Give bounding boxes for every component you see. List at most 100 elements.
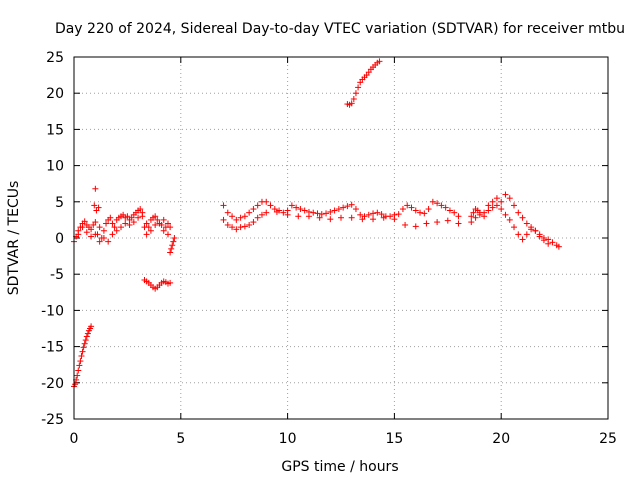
data-point <box>549 239 556 246</box>
data-point <box>472 214 479 221</box>
data-point <box>519 214 526 221</box>
data-point <box>81 218 88 225</box>
data-point <box>502 191 509 198</box>
data-point <box>241 223 248 230</box>
data-point <box>171 235 178 241</box>
data-point <box>164 231 171 238</box>
data-point <box>357 211 364 218</box>
data-point <box>254 214 261 221</box>
data-point <box>75 367 82 374</box>
data-point <box>391 216 398 223</box>
data-point <box>429 198 436 205</box>
data-point <box>301 207 308 214</box>
data-point <box>122 220 129 227</box>
data-point <box>263 209 270 216</box>
y-tick-labels: 25 20 15 10 5 0 -5 -10 -15 -20 -25 <box>41 50 64 428</box>
data-point <box>470 209 477 216</box>
data-point <box>489 204 496 211</box>
data-point <box>88 226 95 233</box>
data-point <box>532 227 539 234</box>
data-point <box>81 340 88 347</box>
data-point <box>338 214 344 221</box>
data-point <box>378 211 385 218</box>
data-point <box>258 211 265 218</box>
data-point <box>374 209 381 216</box>
data-point <box>164 220 171 227</box>
data-point <box>434 200 441 207</box>
data-point <box>105 238 112 245</box>
data-point <box>442 204 449 211</box>
data-point <box>404 202 411 209</box>
data-point <box>229 224 236 231</box>
data-point <box>233 216 240 223</box>
data-point <box>92 185 99 192</box>
data-point <box>72 381 79 388</box>
data-point <box>167 249 174 256</box>
data-point <box>224 209 231 216</box>
series-early-band-lower <box>75 213 171 245</box>
data-point <box>318 211 325 218</box>
data-point <box>310 209 317 216</box>
data-point <box>91 202 98 209</box>
series-main-band <box>220 198 462 223</box>
data-point <box>170 238 177 245</box>
y-tick-label: 0 <box>55 231 64 247</box>
data-point <box>485 202 492 209</box>
data-point <box>250 219 257 226</box>
series-late-band-lower <box>468 202 552 247</box>
data-point <box>425 206 432 213</box>
data-point <box>511 202 518 209</box>
x-tick-label: 25 <box>599 431 617 447</box>
y-tick-label: 5 <box>55 195 64 211</box>
data-point <box>254 202 261 209</box>
data-point <box>135 214 142 221</box>
data-point <box>82 337 89 344</box>
data-point <box>168 245 175 252</box>
data-point <box>540 237 547 244</box>
data-point <box>284 211 291 218</box>
data-point <box>92 219 99 226</box>
data-point <box>246 209 253 216</box>
data-point <box>455 213 462 220</box>
data-point <box>246 221 253 228</box>
data-point <box>327 208 334 215</box>
data-point <box>83 229 90 236</box>
x-tick-label: 5 <box>176 431 185 447</box>
data-point <box>95 204 102 211</box>
y-tick-label: 10 <box>46 159 64 175</box>
y-tick-label: -10 <box>41 303 64 319</box>
series-isolated-points <box>91 185 102 214</box>
data-point <box>109 231 116 238</box>
data-point <box>237 214 244 221</box>
series-main-band-lower <box>220 208 462 233</box>
data-point <box>417 209 424 216</box>
data-point <box>160 216 167 223</box>
y-tick-label: 25 <box>46 50 64 66</box>
data-point <box>80 344 87 351</box>
y-axis-label: SDTVAR / TECUs <box>6 181 22 296</box>
data-point <box>523 220 530 227</box>
data-point <box>555 243 562 250</box>
data-point <box>395 211 402 218</box>
data-point <box>288 202 295 209</box>
data-point <box>92 231 99 238</box>
data-point <box>438 202 445 209</box>
data-point <box>502 211 509 218</box>
data-point <box>370 210 377 217</box>
data-point <box>145 224 152 231</box>
data-point <box>476 209 483 216</box>
data-point <box>344 203 351 210</box>
y-tick-label: -25 <box>41 412 64 428</box>
data-point <box>167 224 174 231</box>
data-point <box>355 84 362 91</box>
data-point <box>220 202 227 209</box>
data-point <box>380 214 387 221</box>
data-point <box>100 227 107 234</box>
data-point <box>323 210 330 217</box>
data-point <box>124 213 131 220</box>
data-point <box>493 195 500 202</box>
data-point <box>154 216 161 223</box>
data-point <box>451 209 458 216</box>
data-point <box>481 213 488 220</box>
data-point <box>224 221 231 228</box>
